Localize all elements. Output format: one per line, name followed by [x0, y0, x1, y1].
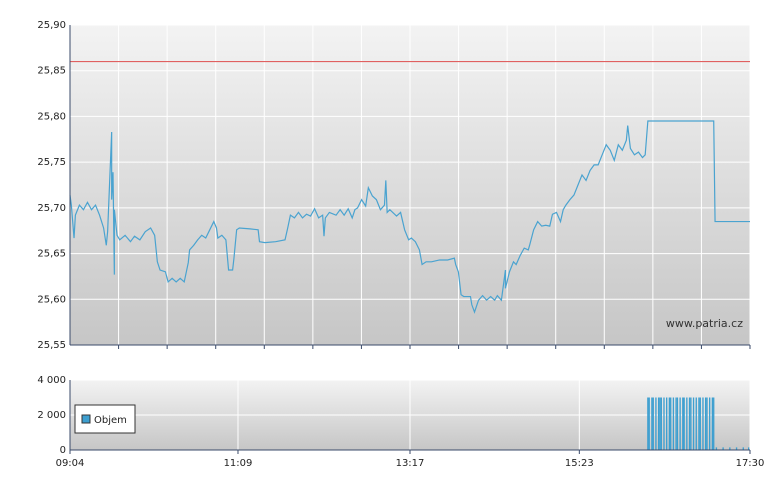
- volume-bar: [672, 397, 675, 450]
- price-line: [69, 120, 750, 314]
- volume-bar: [666, 397, 668, 450]
- volume-bar: [657, 397, 660, 450]
- volume-bar: [722, 447, 724, 450]
- x-tick-label: 15:23: [565, 458, 594, 469]
- y-tick-label: 25,85: [37, 66, 66, 77]
- volume-bar: [742, 447, 744, 450]
- volume-bar: [647, 397, 649, 450]
- volume-bar: [686, 397, 688, 450]
- volume-bar: [659, 397, 661, 450]
- volume-bar: [648, 397, 650, 450]
- volume-bar: [706, 397, 708, 450]
- volume-bar: [655, 397, 657, 450]
- volume-bar: [711, 397, 714, 450]
- volume-bar: [735, 447, 738, 450]
- volume-bar: [652, 397, 654, 450]
- volume-bar: [670, 397, 672, 450]
- volume-bar: [715, 447, 718, 450]
- y-tick-label: 4 000: [37, 375, 66, 386]
- legend: Objem: [74, 404, 136, 434]
- y-tick-label: 2 000: [37, 410, 66, 421]
- volume-bar: [668, 397, 671, 450]
- volume-bar: [702, 397, 704, 450]
- volume-bar: [663, 397, 665, 450]
- volume-bar: [692, 397, 695, 450]
- x-tick-label: 17:30: [736, 458, 765, 469]
- volume-bar: [651, 397, 653, 450]
- volume-bar: [704, 397, 707, 450]
- volume-bar: [713, 397, 715, 450]
- volume-bar: [729, 447, 731, 450]
- volume-bar: [709, 397, 711, 450]
- y-tick-label: 25,75: [37, 157, 66, 168]
- y-tick-label: 25,65: [37, 249, 66, 260]
- volume-bar: [690, 397, 692, 450]
- y-tick-label: 25,60: [37, 294, 66, 305]
- volume-bar: [698, 397, 700, 450]
- volume-bar: [695, 397, 697, 450]
- volume-bar: [683, 397, 685, 450]
- y-tick-label: 25,55: [37, 340, 66, 351]
- y-tick-label: 0: [60, 445, 66, 456]
- y-tick-label: 25,70: [37, 203, 66, 214]
- volume-bar: [679, 397, 681, 450]
- y-tick-label: 25,90: [37, 20, 66, 31]
- volume-bar: [688, 397, 691, 450]
- x-tick-label: 13:17: [396, 458, 425, 469]
- volume-bar: [747, 447, 750, 450]
- watermark: www.patria.cz: [666, 317, 743, 330]
- volume-bar: [660, 397, 662, 450]
- x-tick-label: 09:04: [56, 458, 85, 469]
- x-tick-label: 11:09: [224, 458, 253, 469]
- volume-bar: [699, 397, 701, 450]
- volume-bar: [675, 397, 677, 450]
- volume-bar: [676, 397, 679, 450]
- legend-label: Objem: [94, 415, 127, 426]
- legend-swatch: [81, 414, 91, 424]
- volume-bar: [682, 397, 684, 450]
- y-tick-label: 25,80: [37, 111, 66, 122]
